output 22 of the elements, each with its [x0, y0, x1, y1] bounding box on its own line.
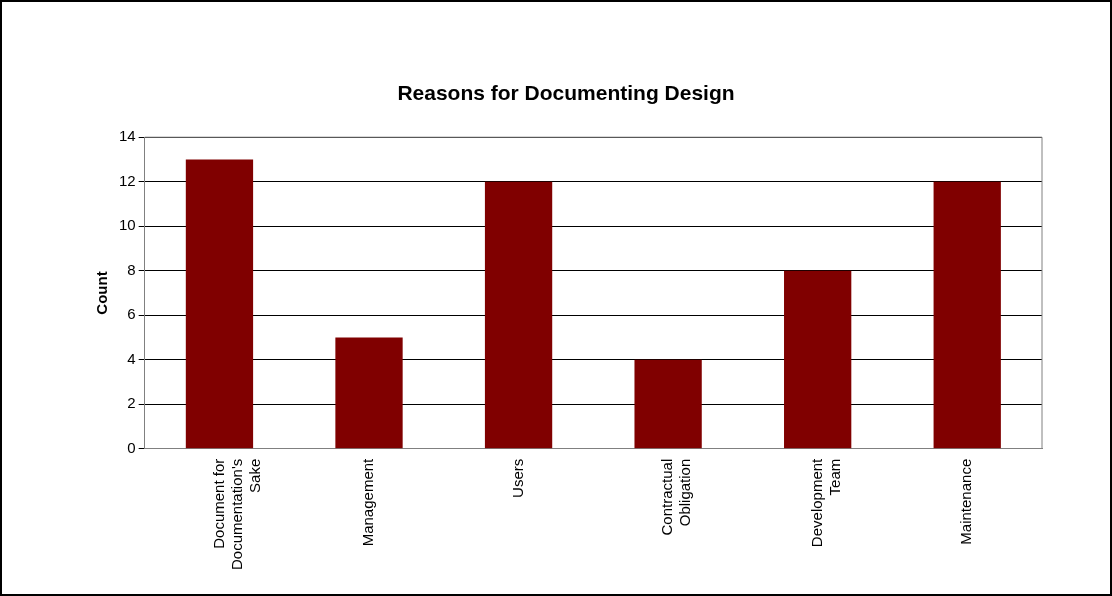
y-tick-label: 8 — [127, 260, 136, 278]
y-tick-label: 4 — [127, 349, 136, 367]
y-tick-label: 0 — [127, 438, 136, 456]
y-tick-label: 12 — [119, 171, 136, 189]
x-tick-label: Document for Documentation's Sake — [209, 458, 263, 571]
x-tick-label: Development Team — [807, 457, 843, 548]
bar — [933, 181, 1001, 449]
y-axis-title: Count — [93, 271, 111, 315]
bar — [484, 181, 553, 449]
y-tick-label: 2 — [127, 394, 136, 412]
y-tick-label: 10 — [119, 216, 136, 234]
x-tick-label: Management — [359, 457, 377, 547]
bar — [784, 270, 852, 449]
bar — [185, 159, 254, 449]
y-tick-label: 6 — [127, 305, 136, 323]
chart-title: Reasons for Documenting Design — [397, 81, 735, 105]
x-tick-label: Maintenance — [957, 458, 975, 545]
x-tick-label: Users — [508, 458, 526, 498]
y-tick-label: 14 — [119, 127, 136, 145]
x-tick-label: Contractual Obligation — [658, 458, 694, 536]
bar — [335, 337, 403, 449]
bar — [634, 359, 702, 449]
